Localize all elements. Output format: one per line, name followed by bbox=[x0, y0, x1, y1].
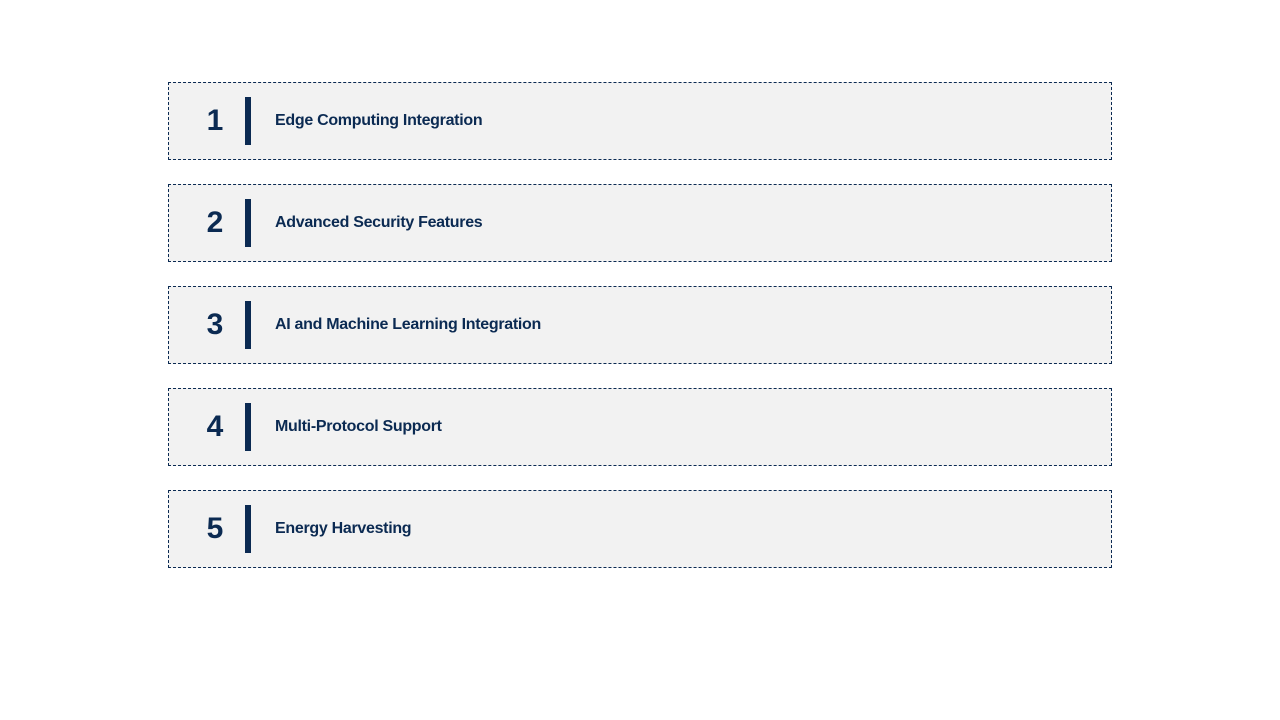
item-number: 3 bbox=[195, 308, 235, 342]
item-title: AI and Machine Learning Integration bbox=[275, 316, 541, 334]
item-title: Energy Harvesting bbox=[275, 520, 411, 538]
item-divider bbox=[245, 505, 251, 553]
item-number: 4 bbox=[195, 410, 235, 444]
item-divider bbox=[245, 97, 251, 145]
item-divider bbox=[245, 403, 251, 451]
item-title: Edge Computing Integration bbox=[275, 112, 482, 130]
list-container: 1 Edge Computing Integration 2 Advanced … bbox=[168, 82, 1112, 592]
item-divider bbox=[245, 301, 251, 349]
item-divider bbox=[245, 199, 251, 247]
item-number: 2 bbox=[195, 206, 235, 240]
list-item: 4 Multi-Protocol Support bbox=[168, 388, 1112, 466]
item-title: Multi-Protocol Support bbox=[275, 418, 442, 436]
list-item: 1 Edge Computing Integration bbox=[168, 82, 1112, 160]
list-item: 3 AI and Machine Learning Integration bbox=[168, 286, 1112, 364]
list-item: 5 Energy Harvesting bbox=[168, 490, 1112, 568]
item-number: 5 bbox=[195, 512, 235, 546]
item-number: 1 bbox=[195, 104, 235, 138]
item-title: Advanced Security Features bbox=[275, 214, 482, 232]
list-item: 2 Advanced Security Features bbox=[168, 184, 1112, 262]
